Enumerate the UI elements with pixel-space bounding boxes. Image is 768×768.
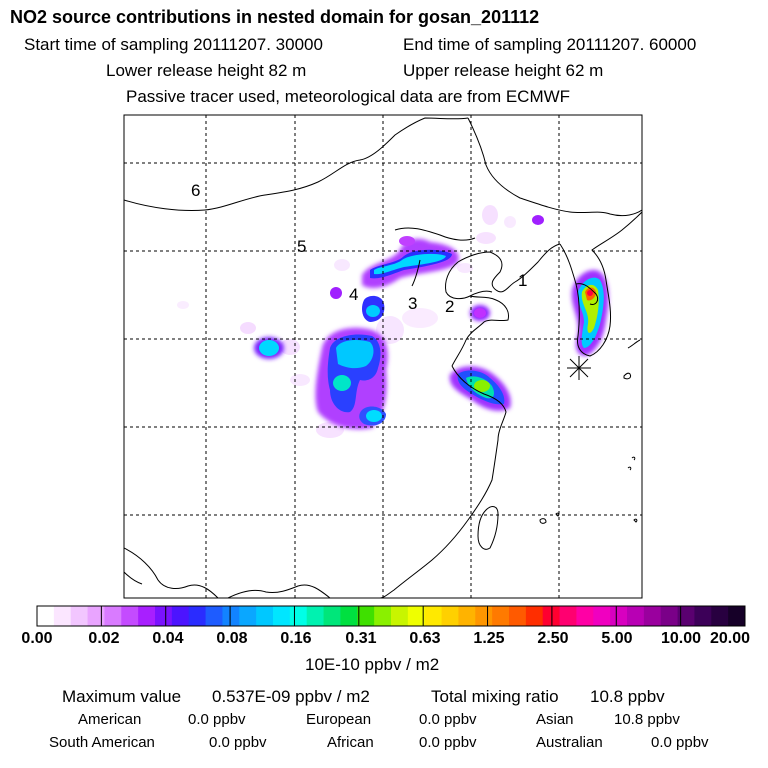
colorbar-swatch — [475, 606, 493, 626]
region-label-6: 6 — [191, 181, 201, 200]
colorbar-swatch — [643, 606, 662, 626]
colorbar-swatch — [374, 606, 392, 626]
colorbar-swatch — [610, 606, 628, 626]
region-european-label: European — [306, 711, 372, 728]
colorbar-tick: 1.25 — [473, 630, 505, 647]
colorbar-unit: 10E-10 ppbv / m2 — [305, 655, 440, 674]
colorbar-swatch — [273, 606, 291, 626]
colorbar — [36, 605, 746, 627]
map-frame — [123, 114, 643, 599]
asterisk-icon — [567, 356, 591, 380]
colorbar-swatch — [138, 606, 156, 626]
region-label-2: 2 — [445, 297, 455, 316]
colorbar-swatch — [222, 606, 240, 626]
end-time: End time of sampling 20111207. 60000 — [403, 35, 697, 54]
colorbar-tick: 0.63 — [409, 630, 441, 647]
colorbar-tick: 0.02 — [88, 630, 120, 647]
colorbar-swatch — [509, 606, 527, 626]
region-african-label: African — [327, 734, 374, 751]
region-australian-value: 0.0 ppbv — [651, 734, 709, 751]
colorbar-swatch — [559, 606, 577, 626]
colorbar-swatch — [593, 606, 611, 626]
colorbar-tick: 0.31 — [345, 630, 377, 647]
colorbar-swatch — [728, 606, 746, 626]
max-value: 0.537E-09 ppbv / m2 — [212, 687, 370, 706]
total-mixing-value: 10.8 ppbv — [590, 687, 665, 706]
coastlines — [124, 117, 642, 598]
colorbar-swatch — [70, 606, 89, 626]
colorbar-tick: 0.08 — [216, 630, 248, 647]
colorbar-swatch — [306, 606, 325, 626]
total-mixing-label: Total mixing ratio — [431, 687, 559, 706]
colorbar-swatch — [256, 606, 274, 626]
region-australian-label: Australian — [536, 734, 603, 751]
colorbar-swatch — [289, 606, 308, 626]
colorbar-swatch — [424, 606, 443, 626]
colorbar-swatch — [37, 606, 55, 626]
colorbar-swatch — [458, 606, 476, 626]
colorbar-swatch — [53, 606, 72, 626]
colorbar-tick: 0.04 — [152, 630, 184, 647]
region-south-american-value: 0.0 ppbv — [209, 734, 267, 751]
tracer-note: Passive tracer used, meteorological data… — [126, 87, 571, 106]
colorbar-swatch — [121, 606, 139, 626]
colorbar-swatch — [441, 606, 459, 626]
colorbar-swatch — [576, 606, 594, 626]
colorbar-tick: 0.00 — [21, 630, 53, 647]
colorbar-swatch — [239, 606, 257, 626]
colorbar-swatch — [87, 606, 105, 626]
colorbar-swatch — [205, 606, 223, 626]
plume-layer — [177, 205, 609, 438]
colorbar-swatch — [340, 606, 358, 626]
region-label-5: 5 — [297, 237, 307, 256]
colorbar-swatch — [660, 606, 679, 626]
colorbar-tick: 5.00 — [601, 630, 633, 647]
colorbar-tick: 2.50 — [537, 630, 569, 647]
region-label-1: 1 — [518, 271, 528, 290]
region-label-4: 4 — [349, 285, 359, 304]
colorbar-swatch — [627, 606, 645, 626]
colorbar-swatch — [155, 606, 173, 626]
colorbar-swatch — [525, 606, 544, 626]
colorbar-swatch — [694, 606, 712, 626]
colorbar-swatch — [104, 606, 122, 626]
region-asian-value: 10.8 ppbv — [614, 711, 680, 728]
colorbar-swatch — [711, 606, 729, 626]
plot-title: NO2 source contributions in nested domai… — [10, 7, 540, 27]
colorbar-swatch — [492, 606, 510, 626]
region-african-value: 0.0 ppbv — [419, 734, 477, 751]
colorbar-tick: 10.00 — [660, 630, 702, 647]
max-value-label: Maximum value — [62, 687, 182, 706]
lower-release-height: Lower release height 82 m — [106, 61, 307, 80]
region-asian-label: Asian — [536, 711, 574, 728]
region-european-value: 0.0 ppbv — [419, 711, 477, 728]
colorbar-tick: 20.00 — [709, 630, 751, 647]
region-south-american-label: South American — [49, 734, 155, 751]
start-time: Start time of sampling 20111207. 30000 — [24, 35, 323, 54]
colorbar-tick: 0.16 — [280, 630, 312, 647]
colorbar-swatch — [407, 606, 426, 626]
colorbar-frame — [36, 605, 746, 627]
colorbar-swatch — [542, 606, 561, 626]
region-american-label: American — [78, 711, 142, 728]
colorbar-swatch — [357, 606, 375, 626]
colorbar-swatch — [391, 606, 409, 626]
region-american-value: 0.0 ppbv — [188, 711, 246, 728]
region-label-3: 3 — [408, 294, 418, 313]
grid-lines — [124, 115, 642, 598]
colorbar-swatch — [188, 606, 207, 626]
upper-release-height: Upper release height 62 m — [403, 61, 604, 80]
colorbar-swatch — [171, 606, 190, 626]
colorbar-swatch — [677, 606, 695, 626]
colorbar-swatch — [323, 606, 341, 626]
